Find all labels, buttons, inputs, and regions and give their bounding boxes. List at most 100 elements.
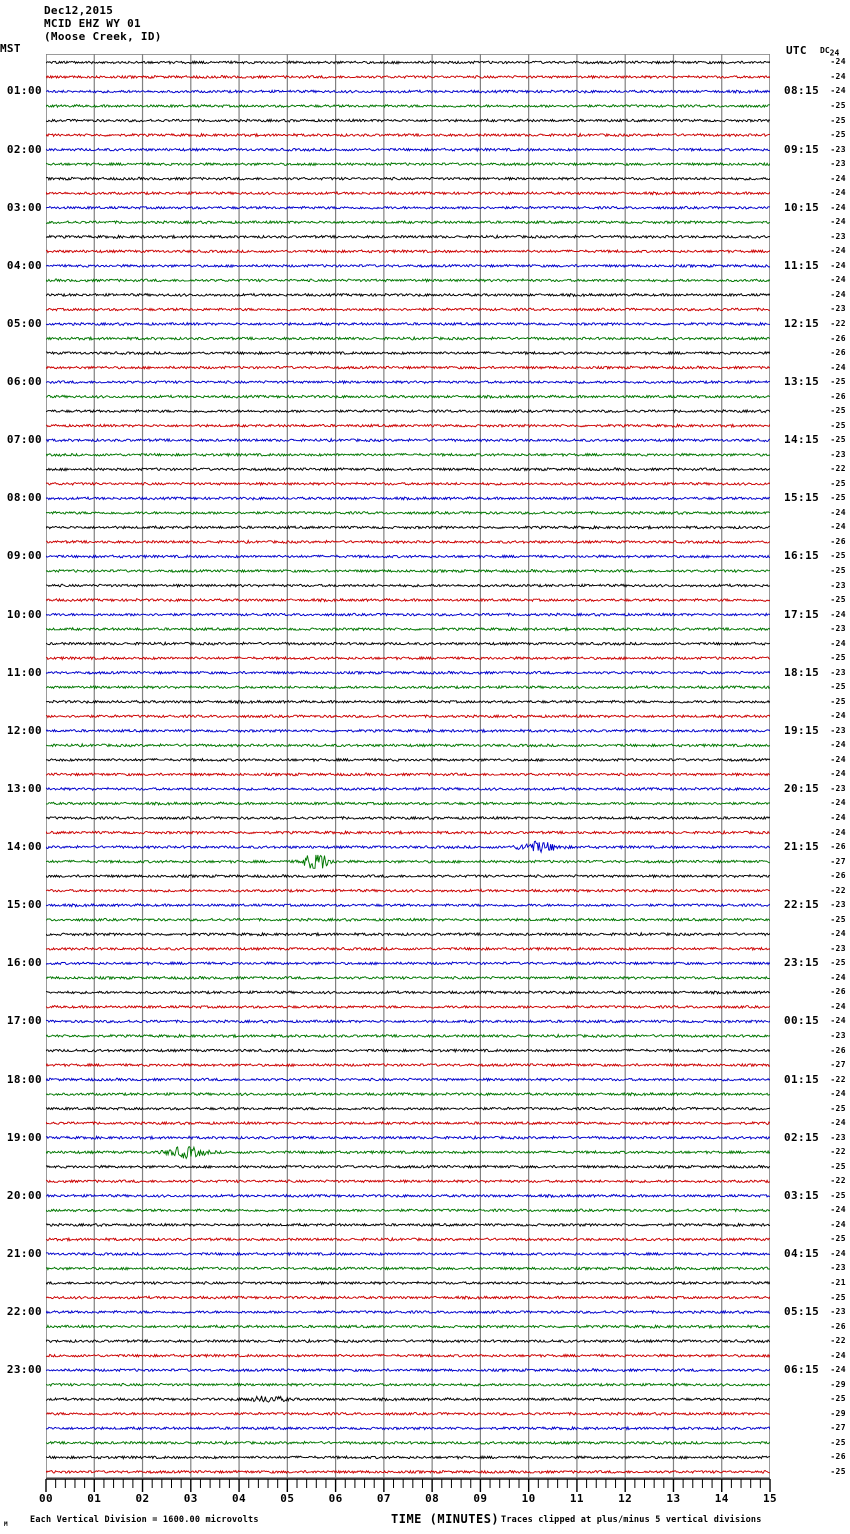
seismic-trace	[46, 1208, 770, 1213]
mst-time-label: 13:00	[6, 781, 42, 795]
dc-value-label: -24	[830, 972, 846, 982]
dc-header-text: DC	[820, 46, 830, 55]
seismic-trace	[46, 89, 770, 95]
seismic-trace	[46, 452, 770, 458]
x-tick-label: 00	[38, 1492, 54, 1505]
utc-time-label: 14:15	[784, 433, 820, 447]
seismogram-plot	[46, 54, 770, 1478]
seismic-trace	[46, 1323, 770, 1330]
chart-header: Dec12,2015 MCID EHZ WY 01 (Moose Creek, …	[44, 4, 162, 43]
seismic-trace	[46, 840, 770, 854]
dc-value-label: -25	[830, 1437, 846, 1447]
dc-value-label: -21	[830, 1277, 846, 1287]
seismic-trace	[46, 829, 770, 836]
dc-value-label: -26	[830, 987, 846, 997]
seismic-trace	[46, 176, 770, 182]
seismic-trace	[46, 640, 770, 646]
dc-value-label: -23	[830, 144, 846, 154]
utc-time-label: 22:15	[784, 898, 820, 912]
seismic-trace	[46, 975, 770, 981]
utc-time-label: 21:15	[784, 840, 820, 854]
utc-time-label: 16:15	[784, 549, 820, 563]
mst-axis-title: MST	[0, 42, 21, 55]
mst-time-label: 22:00	[6, 1305, 42, 1319]
mst-time-label: 20:00	[6, 1188, 42, 1202]
mst-time-label: 15:00	[6, 898, 42, 912]
seismic-trace	[46, 1106, 770, 1111]
dc-value-label: -23	[830, 231, 846, 241]
seismic-trace	[46, 931, 770, 937]
seismic-trace	[46, 1440, 770, 1446]
dc-value-label: -24	[830, 86, 846, 96]
seismic-trace	[46, 1120, 770, 1126]
seismic-trace	[46, 612, 770, 617]
seismic-trace	[46, 60, 770, 65]
utc-time-label: 08:15	[784, 84, 820, 98]
dc-value-label: -24	[830, 246, 846, 256]
utc-time-label: 04:15	[784, 1246, 820, 1260]
dc-value-label: -29	[830, 1379, 846, 1389]
seismic-trace	[46, 597, 770, 603]
seismic-trace	[46, 1004, 770, 1010]
dc-value-label: -27	[830, 1423, 846, 1433]
dc-value-label: -24	[830, 1016, 846, 1026]
dc-value-label: -25	[830, 914, 846, 924]
seismic-trace	[46, 801, 770, 807]
seismic-trace	[46, 728, 770, 734]
dc-value-label: -25	[830, 1190, 846, 1200]
seismic-trace	[46, 960, 770, 966]
dc-value-label: -25	[830, 420, 846, 430]
utc-time-label: 01:15	[784, 1072, 820, 1086]
seismic-trace	[46, 554, 770, 560]
dc-value-label: -24	[830, 173, 846, 183]
seismic-trace	[46, 1222, 770, 1228]
dc-value-label: -25	[830, 551, 846, 561]
dc-value-label: -24	[830, 1205, 846, 1215]
dc-value-label: -25	[830, 435, 846, 445]
dc-value-label: -24	[830, 71, 846, 81]
dc-value-label: -25	[830, 1234, 846, 1244]
utc-time-label: 20:15	[784, 781, 820, 795]
dc-value-label: -23	[830, 1030, 846, 1040]
dc-value-label: -25	[830, 493, 846, 503]
dc-value-label: -24	[830, 929, 846, 939]
utc-time-label: 05:15	[784, 1305, 820, 1319]
mst-time-label: 01:00	[6, 84, 42, 98]
utc-time-label: 13:15	[784, 375, 820, 389]
seismic-trace	[46, 1077, 770, 1083]
mst-time-label: 12:00	[6, 723, 42, 737]
dc-value-label: -24	[830, 1248, 846, 1258]
plot-border	[46, 54, 770, 1478]
dc-value-label: -25	[830, 1161, 846, 1171]
seismic-trace	[46, 757, 770, 763]
seismic-trace	[46, 699, 770, 705]
seismic-trace	[46, 190, 770, 196]
dc-value-label: -23	[830, 1307, 846, 1317]
seismogram-svg	[46, 54, 770, 1478]
dc-value-label: -24	[830, 711, 846, 721]
utc-time-label: 17:15	[784, 607, 820, 621]
dc-value-label: -25	[830, 1394, 846, 1404]
dc-value-label: -24	[830, 754, 846, 764]
dc-value-label: -23	[830, 900, 846, 910]
x-axis-ticks	[0, 1478, 850, 1498]
header-station: MCID EHZ WY 01	[44, 17, 141, 30]
seismic-trace	[46, 1338, 770, 1344]
x-tick-label: 01	[87, 1492, 102, 1505]
dc-value-label: -26	[830, 1452, 846, 1462]
mst-time-label: 10:00	[6, 607, 42, 621]
dc-value-label: -24	[830, 202, 846, 212]
seismic-trace	[46, 248, 770, 255]
seismic-trace	[46, 219, 770, 225]
seismic-trace	[46, 1145, 770, 1160]
x-tick-label: 02	[135, 1492, 150, 1505]
seismic-trace	[46, 655, 770, 661]
seismic-trace	[46, 365, 770, 370]
seismic-trace	[46, 1134, 770, 1141]
seismic-trace	[46, 1382, 770, 1388]
dc-value-label: -27	[830, 856, 846, 866]
seismic-trace	[46, 946, 770, 952]
dc-value-label: -26	[830, 1045, 846, 1055]
dc-value-label: -26	[830, 536, 846, 546]
seismic-trace	[46, 1280, 770, 1286]
